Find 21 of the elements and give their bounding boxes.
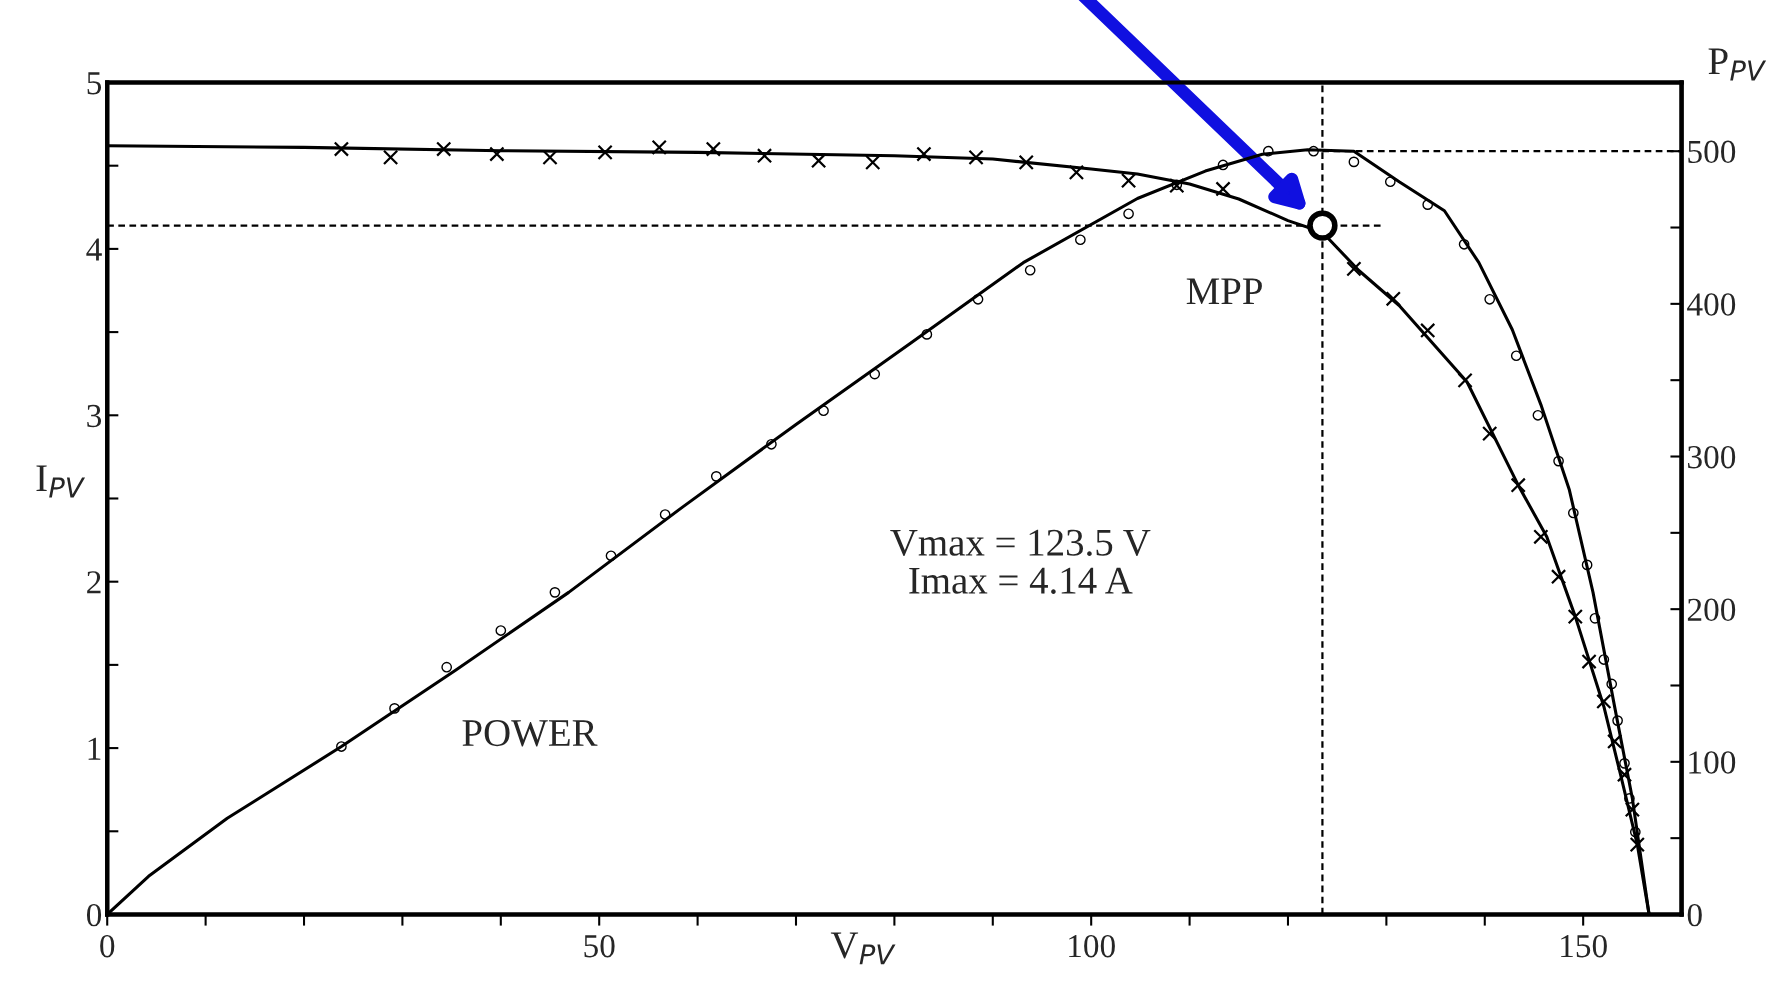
y2-tick-label: 400: [1687, 293, 1736, 316]
x-axis-title: V$_{PV}$: [830, 932, 896, 965]
y-axis-title: I$_{PV}$: [36, 465, 86, 498]
y2-tick-label: 300: [1688, 445, 1736, 469]
y2-tick-label: 200: [1687, 598, 1736, 622]
y-tick-label: 1: [88, 737, 101, 760]
y-tick-label: 2: [87, 571, 101, 594]
y-tick-label: 4: [86, 238, 102, 261]
y-tick-label: 0: [86, 903, 102, 927]
y2-tick-label: 100: [1689, 751, 1736, 774]
y-tick-label: 3: [87, 404, 102, 428]
y2-axis-title: P$_{PV}$: [1708, 48, 1767, 81]
y2-tick-label: 0: [1687, 903, 1702, 927]
y2-tick-label: 500: [1688, 140, 1736, 164]
annotation: MPP: [1186, 278, 1262, 305]
x-tick-label: 100: [1069, 934, 1115, 958]
x-tick-label: 150: [1561, 934, 1607, 958]
y-tick-label: 5: [87, 72, 102, 95]
annotation: Vmax = 123.5 V Imax = 4.14 A: [890, 529, 1151, 594]
annotation: POWER: [462, 720, 598, 747]
x-tick-label: 50: [584, 934, 615, 958]
